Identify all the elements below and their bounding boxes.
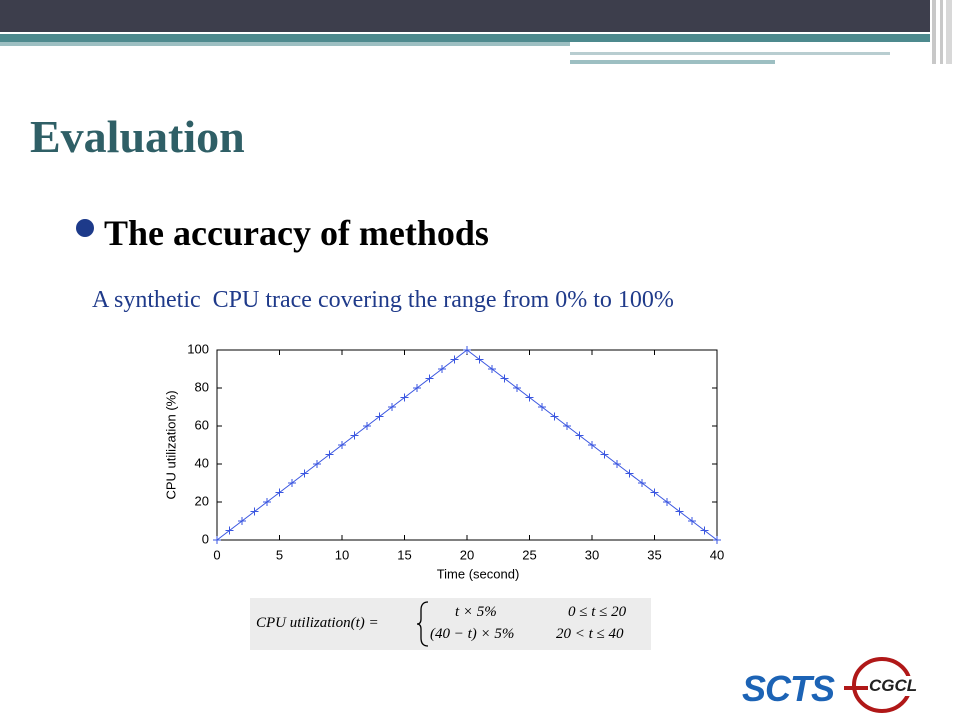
marker: [525, 393, 534, 402]
marker: [713, 536, 721, 544]
marker: [650, 488, 659, 497]
slide-title: Evaluation: [30, 111, 245, 162]
marker: [488, 365, 496, 373]
bullet-dot: [76, 219, 94, 237]
x-tick-label: 25: [522, 547, 536, 562]
marker: [300, 469, 309, 478]
marker: [700, 526, 709, 535]
marker: [225, 526, 234, 535]
logo: CGCL: [868, 676, 919, 696]
marker: [563, 422, 571, 430]
marker: [588, 441, 596, 449]
marker: [500, 374, 509, 383]
marker: [450, 355, 459, 364]
marker: [375, 412, 384, 421]
marker: [425, 374, 434, 383]
marker: [413, 384, 421, 392]
y-tick-label: 60: [195, 417, 209, 432]
logo: SCTS: [742, 668, 835, 709]
subtitle: A synthetic CPU trace covering the range…: [92, 287, 674, 313]
marker: [388, 403, 396, 411]
formula-case: (40 − t) × 5%: [430, 626, 515, 642]
brace: [416, 601, 429, 647]
marker: [288, 479, 296, 487]
marker: [600, 450, 609, 459]
marker: [675, 507, 684, 516]
formula-condition: 20 < t ≤ 40: [556, 626, 624, 642]
x-tick-label: 5: [276, 547, 283, 562]
plot-frame: [216, 349, 718, 541]
formula-lhs: CPU utilization(t) =: [256, 615, 379, 631]
x-tick-label: 15: [397, 547, 411, 562]
x-tick-label: 30: [585, 547, 599, 562]
marker: [250, 507, 259, 516]
marker: [263, 498, 271, 506]
marker: [575, 431, 584, 440]
formula-condition: 0 ≤ t ≤ 20: [568, 604, 627, 620]
bullet-text: The accuracy of methods: [104, 213, 489, 253]
marker: [550, 412, 559, 421]
y-tick-label: 100: [187, 341, 209, 356]
x-tick-label: 20: [460, 547, 474, 562]
marker: [275, 488, 284, 497]
marker: [325, 450, 334, 459]
y-tick-label: 80: [195, 379, 209, 394]
marker: [363, 422, 371, 430]
marker: [663, 498, 671, 506]
marker: [625, 469, 634, 478]
marker: [400, 393, 409, 402]
x-tick-label: 40: [710, 547, 724, 562]
formula: CPU utilization(t) = t × 5% 0 ≤ t ≤ 20 (…: [250, 598, 651, 650]
y-tick-label: 20: [195, 493, 209, 508]
y-tick-label: 40: [195, 455, 209, 470]
y-tick-label: 0: [202, 531, 209, 546]
marker: [438, 365, 446, 373]
marker: [513, 384, 521, 392]
x-tick-label: 10: [335, 547, 349, 562]
y-axis-label: CPU utilization (%): [163, 390, 178, 499]
line: [216, 349, 718, 541]
x-tick-label: 35: [647, 547, 661, 562]
marker: [313, 460, 321, 468]
chart: Time (second) CPU utilization (%) 0 20 40 6…: [163, 341, 724, 581]
marker: [638, 479, 646, 487]
marker: [338, 441, 346, 449]
marker: [238, 517, 246, 525]
marker: [613, 460, 621, 468]
formula-case: t × 5%: [455, 604, 497, 620]
header-decoration: [0, 0, 952, 64]
marker: [463, 346, 471, 354]
x-tick-label: 0: [213, 547, 220, 562]
marker: [538, 403, 546, 411]
x-axis-label: Time (second): [437, 566, 520, 581]
marker: [688, 517, 696, 525]
marker: [350, 431, 359, 440]
marker: [475, 355, 484, 364]
marker: [213, 536, 221, 544]
